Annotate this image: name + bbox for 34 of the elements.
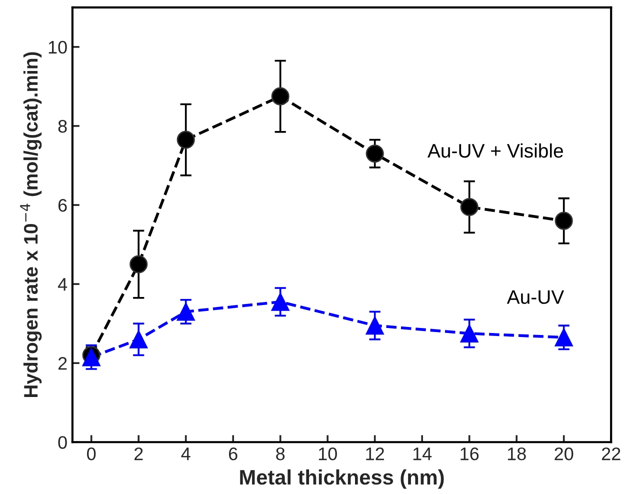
point — [271, 87, 290, 106]
series-label: Au-UV — [506, 290, 564, 304]
x-tick-label: 18 — [508, 447, 526, 460]
point — [366, 316, 384, 335]
x-tick-label: 22 — [602, 447, 620, 460]
x-tick-label: 20 — [554, 447, 574, 460]
x-tick-label: 12 — [366, 447, 384, 460]
y-tick-label: 6 — [58, 198, 67, 212]
x-tick-label: 2 — [134, 447, 143, 460]
point — [130, 255, 148, 274]
point — [130, 330, 148, 348]
x-tick-label: 0 — [87, 447, 96, 460]
y-tick-label: 10 — [48, 40, 67, 54]
x-tick-label: 10 — [318, 447, 337, 460]
point — [460, 324, 478, 342]
x-tick-label: 6 — [228, 447, 238, 460]
point — [460, 198, 478, 216]
point — [176, 130, 195, 149]
x-tick-label: 14 — [413, 448, 432, 460]
series-label: Au-UV + Visible — [428, 143, 563, 158]
y-tick-label: 0 — [58, 436, 67, 449]
point — [366, 144, 384, 163]
point — [554, 328, 573, 346]
point — [554, 212, 573, 230]
point — [271, 292, 290, 311]
x-tick-label: 8 — [276, 447, 285, 460]
y-tick-label: 8 — [58, 120, 67, 133]
y-axis-title: Hydrogen rate x 10$^{−4}$ (mol/g(cat).min) — [20, 52, 42, 398]
point — [176, 302, 195, 321]
x-tick-label: 4 — [181, 448, 190, 460]
x-tick-label: 16 — [460, 447, 479, 460]
x-axis-title: Metal thickness (nm) — [240, 469, 444, 489]
y-tick-label: 4 — [58, 278, 68, 291]
y-tick-label: 2 — [58, 357, 67, 370]
